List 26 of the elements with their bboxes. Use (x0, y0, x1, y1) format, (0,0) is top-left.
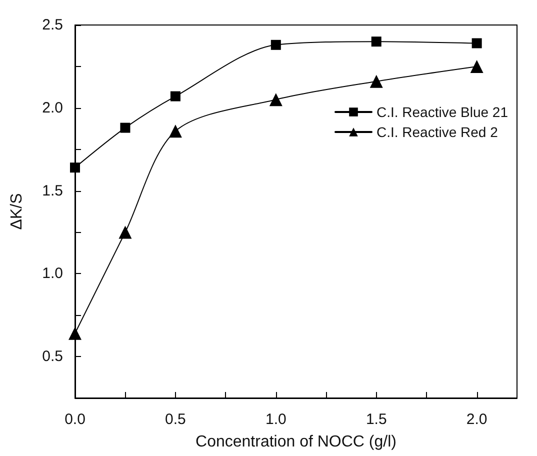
x-tick-label: 0.5 (165, 411, 186, 428)
y-axis-title: ΔK/S (8, 193, 26, 230)
point (470, 60, 484, 73)
y-tick-label: 2.0 (42, 99, 63, 116)
y-tick-label: 1.0 (42, 265, 63, 282)
point (70, 162, 80, 173)
point (472, 38, 482, 48)
point (269, 93, 282, 106)
y-tick-label: 2.5 (42, 16, 63, 34)
x-axis-title: Concentration of NOCC (g/l) (196, 434, 396, 450)
point (68, 326, 82, 340)
x-tick-label: 0.0 (64, 411, 86, 428)
point (370, 74, 383, 88)
point (120, 122, 130, 133)
point (168, 124, 182, 138)
point (270, 40, 281, 50)
point (170, 91, 180, 102)
legend-label: C.I. Reactive Red 2 (376, 124, 498, 140)
point (371, 36, 382, 47)
y-tick-label: 1.5 (42, 182, 63, 200)
y-tick-label: 0.5 (42, 348, 63, 366)
point (118, 226, 132, 239)
legend-label: C.I. Reactive Blue 21 (376, 104, 508, 120)
x-tick-label: 1.5 (366, 411, 387, 428)
x-tick-label: 1.0 (265, 411, 286, 428)
x-tick-label: 2.0 (466, 411, 488, 428)
